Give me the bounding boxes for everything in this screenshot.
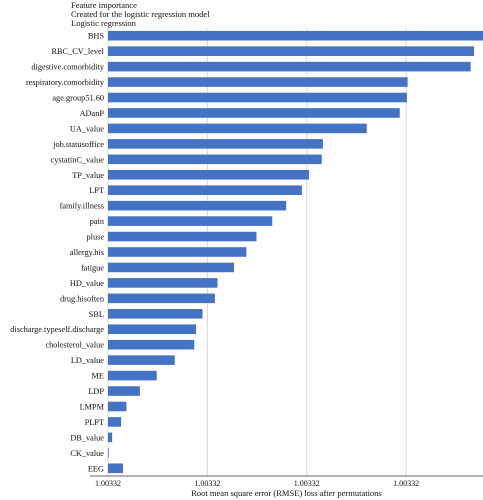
category-label: family.illness bbox=[60, 202, 104, 211]
category-label: ADanP bbox=[80, 109, 105, 118]
bar-cholesterol_value bbox=[108, 339, 195, 350]
bar-ADanP bbox=[108, 108, 400, 118]
bar-CK_value bbox=[108, 448, 109, 458]
x-tick-label: 1.00332 bbox=[393, 479, 419, 488]
category-label: LMPM bbox=[80, 402, 105, 411]
bar-respiratory.comorbidity bbox=[108, 77, 408, 87]
category-label: BHS bbox=[88, 32, 105, 41]
category-label: TP_value bbox=[72, 171, 104, 180]
bar-SBL bbox=[108, 309, 203, 319]
bar-LPT bbox=[108, 185, 302, 195]
bar-DB_value bbox=[108, 432, 113, 443]
category-label: DB_value bbox=[70, 433, 104, 442]
x-tick-label: 1.00332 bbox=[95, 479, 121, 488]
category-label: fatigue bbox=[81, 263, 104, 272]
category-label: cystatinC_value bbox=[51, 155, 105, 164]
category-label: job.statusoffice bbox=[52, 140, 104, 149]
bar-family.illness bbox=[108, 200, 287, 211]
x-tick-label: 1.00332 bbox=[294, 479, 320, 488]
category-label: UA_value bbox=[70, 124, 104, 133]
bar-age.group51.60 bbox=[108, 92, 407, 103]
bar-LDP bbox=[108, 386, 140, 396]
bar-job.statusoffice bbox=[108, 139, 323, 149]
category-label: allergy.his bbox=[70, 248, 104, 257]
category-label: SBL bbox=[89, 310, 104, 319]
category-label: drug.hisoften bbox=[60, 294, 105, 303]
bar-PLPT bbox=[108, 417, 122, 427]
bar-RBC_CV_level bbox=[108, 46, 474, 56]
category-label: discharge.typeself.discharge bbox=[10, 325, 104, 334]
category-label: EEG bbox=[88, 464, 104, 473]
x-axis-label: Root mean square error (RMSE) loss after… bbox=[191, 488, 382, 498]
bar-allergy.his bbox=[108, 247, 247, 257]
bar-TP_value bbox=[108, 169, 309, 180]
bar-LMPM bbox=[108, 401, 127, 412]
category-label: pain bbox=[90, 217, 105, 226]
bar-EEG bbox=[108, 463, 123, 474]
category-label: HD_value bbox=[70, 279, 104, 288]
bar-drug.hisoften bbox=[108, 293, 215, 304]
category-label: RBC_CV_level bbox=[51, 47, 104, 56]
category-label: PLPT bbox=[85, 418, 104, 427]
bar-BHS bbox=[108, 30, 483, 41]
bar-digestive.comorbidity bbox=[108, 61, 471, 72]
bar-cystatinC_value bbox=[108, 154, 322, 165]
category-label: ME bbox=[92, 372, 104, 381]
bar-UA_value bbox=[108, 123, 367, 134]
bar-pluse bbox=[108, 231, 257, 242]
bar-discharge.typeself.discharge bbox=[108, 324, 197, 335]
x-tick-label: 1.00332 bbox=[194, 479, 220, 488]
bar-pain bbox=[108, 216, 273, 226]
bar-HD_value bbox=[108, 278, 218, 288]
category-label: respiratory.comorbidity bbox=[26, 78, 105, 87]
category-label: pluse bbox=[86, 233, 104, 242]
bar-LD_value bbox=[108, 355, 175, 365]
category-label: LDP bbox=[88, 387, 104, 396]
chart-subtitle: Created for the logistic regression mode… bbox=[71, 9, 210, 19]
category-label: cholesterol_value bbox=[45, 341, 104, 350]
category-label: LD_value bbox=[71, 356, 104, 365]
bar-fatigue bbox=[108, 262, 234, 273]
category-label: LPT bbox=[89, 186, 104, 195]
category-label: CK_value bbox=[70, 449, 104, 458]
category-label: digestive.comorbidity bbox=[31, 63, 104, 72]
category-label: age.group51.60 bbox=[52, 94, 104, 103]
bar-ME bbox=[108, 370, 157, 381]
chart-caption: Logistic regression bbox=[71, 18, 136, 28]
chart-title: Feature importance bbox=[71, 0, 137, 10]
